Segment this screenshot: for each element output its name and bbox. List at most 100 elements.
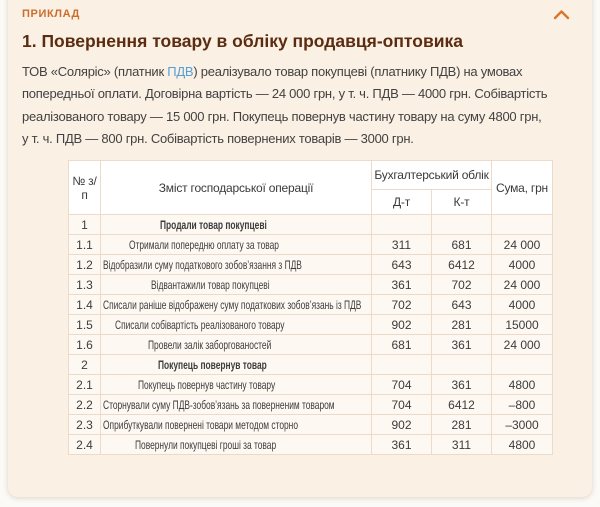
cell-sum [491,214,553,236]
cell-dt: 902 [371,314,432,336]
operation-text: Покупець повернув частину товару [138,377,276,392]
table-row: 1.6 Провели залік заборгованостей 681 361 24… [68,334,553,356]
cell-text: Оприбуткували повернені товари методом с… [100,414,372,436]
description-line: у т. ч. ПДВ — 800 грн. Собівартість пове… [22,130,414,146]
description-text: ) реалізувало товар покупцеві (платнику … [193,64,523,79]
table-row: 1.3 Відвантажили товар покупцеві 361 702 24 … [68,274,553,296]
operation-text: Списали собівартість реалізованого товар… [114,317,285,332]
example-card: ПРИКЛАД 1. Повернення товару в обліку пр… [8,0,592,497]
accounting-table-head: № з/п Зміст господарської операції Бухга… [68,160,553,216]
cell-num: 2.3 [68,414,101,436]
cell-text: Продали товар покупцеві [100,214,372,236]
col-header-accounting: Бухгалтерський облік [371,160,492,191]
table-row: 1.4 Списали раніше відображену суму подат… [68,294,553,316]
operation-text: Оприбуткували повернені товари методом с… [103,417,299,432]
operation-text: Продали товар покупцеві [159,217,267,232]
operation-text: Сторнували суму ПДВ-зобов’язань за повер… [103,397,335,412]
table-row: 1 Продали товар покупцеві [68,214,553,236]
accounting-table-body: 1 Продали товар покупцеві 1.1 Отримали попе… [68,214,553,456]
operation-text: Списали раніше відображену суму податков… [103,297,362,312]
description-line: реалізованого товару — 15 000 грн. Покуп… [22,108,542,124]
cell-dt: 361 [371,434,432,456]
description-line: попередньої оплати. Договірна вартість —… [22,86,548,102]
description-text: ТОВ «Соляріс» (платник [22,64,168,79]
table-row: 2.4 Повернули покупцеві гроші за товар 361… [68,434,553,456]
cell-sum: 15000 [491,314,553,336]
operation-text: Отримали попередню оплату за товар [128,237,279,252]
table-row: 1.1 Отримали попередню оплату за товар 311… [68,234,553,256]
example-card-header: ПРИКЛАД [22,8,578,21]
cell-num: 1.4 [68,294,101,316]
operation-text: Провели залік заборгованостей [147,337,272,352]
cell-dt: 681 [371,334,432,356]
operation-text: Відобразили суму податкового зобов’язанн… [103,257,302,272]
pdv-link[interactable]: ПДВ [167,64,194,79]
operation-text: Повернули покупцеві гроші за товар [135,437,277,452]
cell-num: 1.1 [68,234,101,256]
cell-text: Сторнували суму ПДВ-зобов’язань за повер… [100,394,372,416]
cell-num: 2.4 [68,434,101,456]
cell-dt: 311 [371,234,432,256]
cell-num: 1.6 [68,334,101,356]
cell-dt: 902 [371,414,432,436]
cell-text: Отримали попередню оплату за товар [100,234,372,256]
cell-kt: 643 [431,294,492,316]
cell-text: Відвантажили товар покупцеві [100,274,372,296]
example-description: ТОВ «Соляріс» (платник ПДВ) реалізувало … [22,61,578,150]
table-row: 1.2 Відобразили суму податкового зобов’яз… [68,254,553,276]
cell-num: 1.2 [68,254,101,276]
cell-num: 1.3 [68,274,101,296]
table-row: 2.2 Сторнували суму ПДВ-зобов’язань за по… [68,394,553,416]
cell-text: Списали собівартість реалізованого товар… [100,314,372,336]
cell-kt: 281 [431,314,492,336]
chevron-up-icon[interactable] [553,9,570,20]
table-header-row: Д-т К-т [69,189,553,216]
col-header-credit: К-т [431,189,492,216]
cell-text: Списали раніше відображену суму податков… [100,294,372,316]
cell-text: Провели залік заборгованостей [100,334,372,356]
cell-sum: –3000 [491,414,553,436]
cell-kt [431,354,492,376]
cell-dt [371,354,432,376]
operation-text: Покупець повернув товар [158,357,268,372]
col-header-operation: Зміст господарської операції [100,160,372,216]
cell-dt: 702 [371,294,432,316]
example-title: 1. Повернення товару в обліку продавця-о… [22,31,463,51]
accounting-table: № з/п Зміст господарської операції Бухга… [68,160,553,456]
cell-sum: 4000 [491,254,553,276]
cell-kt [431,214,492,236]
cell-kt: 6412 [431,254,492,276]
cell-text: Повернули покупцеві гроші за товар [100,434,372,456]
cell-sum: 4800 [491,434,553,456]
cell-kt: 6412 [431,394,492,416]
cell-dt: 361 [371,274,432,296]
cell-dt: 704 [371,394,432,416]
cell-sum [491,354,553,376]
cell-kt: 311 [431,434,492,456]
cell-kt: 681 [431,234,492,256]
cell-text: Відобразили суму податкового зобов’язанн… [100,254,372,276]
col-header-debit: Д-т [371,189,432,216]
cell-kt: 281 [431,414,492,436]
table-row: 2.3 Оприбуткували повернені товари методо… [68,414,553,436]
cell-sum: 4000 [491,294,553,316]
cell-dt: 704 [371,374,432,396]
operation-text: Відвантажили товар покупцеві [151,277,270,292]
cell-kt: 702 [431,274,492,296]
cell-num: 2 [68,354,101,376]
col-header-num: № з/п [68,160,101,216]
cell-num: 2.1 [68,374,101,396]
cell-sum: 24 000 [491,234,553,256]
cell-num: 2.2 [68,394,101,416]
cell-dt: 643 [371,254,432,276]
cell-kt: 361 [431,374,492,396]
cell-sum: –800 [491,394,553,416]
cell-sum: 24 000 [491,274,553,296]
cell-dt [371,214,432,236]
table-row: 2.1 Покупець повернув частину товару 704 36… [68,374,553,396]
cell-text: Покупець повернув частину товару [100,374,372,396]
table-row: 2 Покупець повернув товар [68,354,553,376]
cell-num: 1.5 [68,314,101,336]
cell-sum: 4800 [491,374,553,396]
